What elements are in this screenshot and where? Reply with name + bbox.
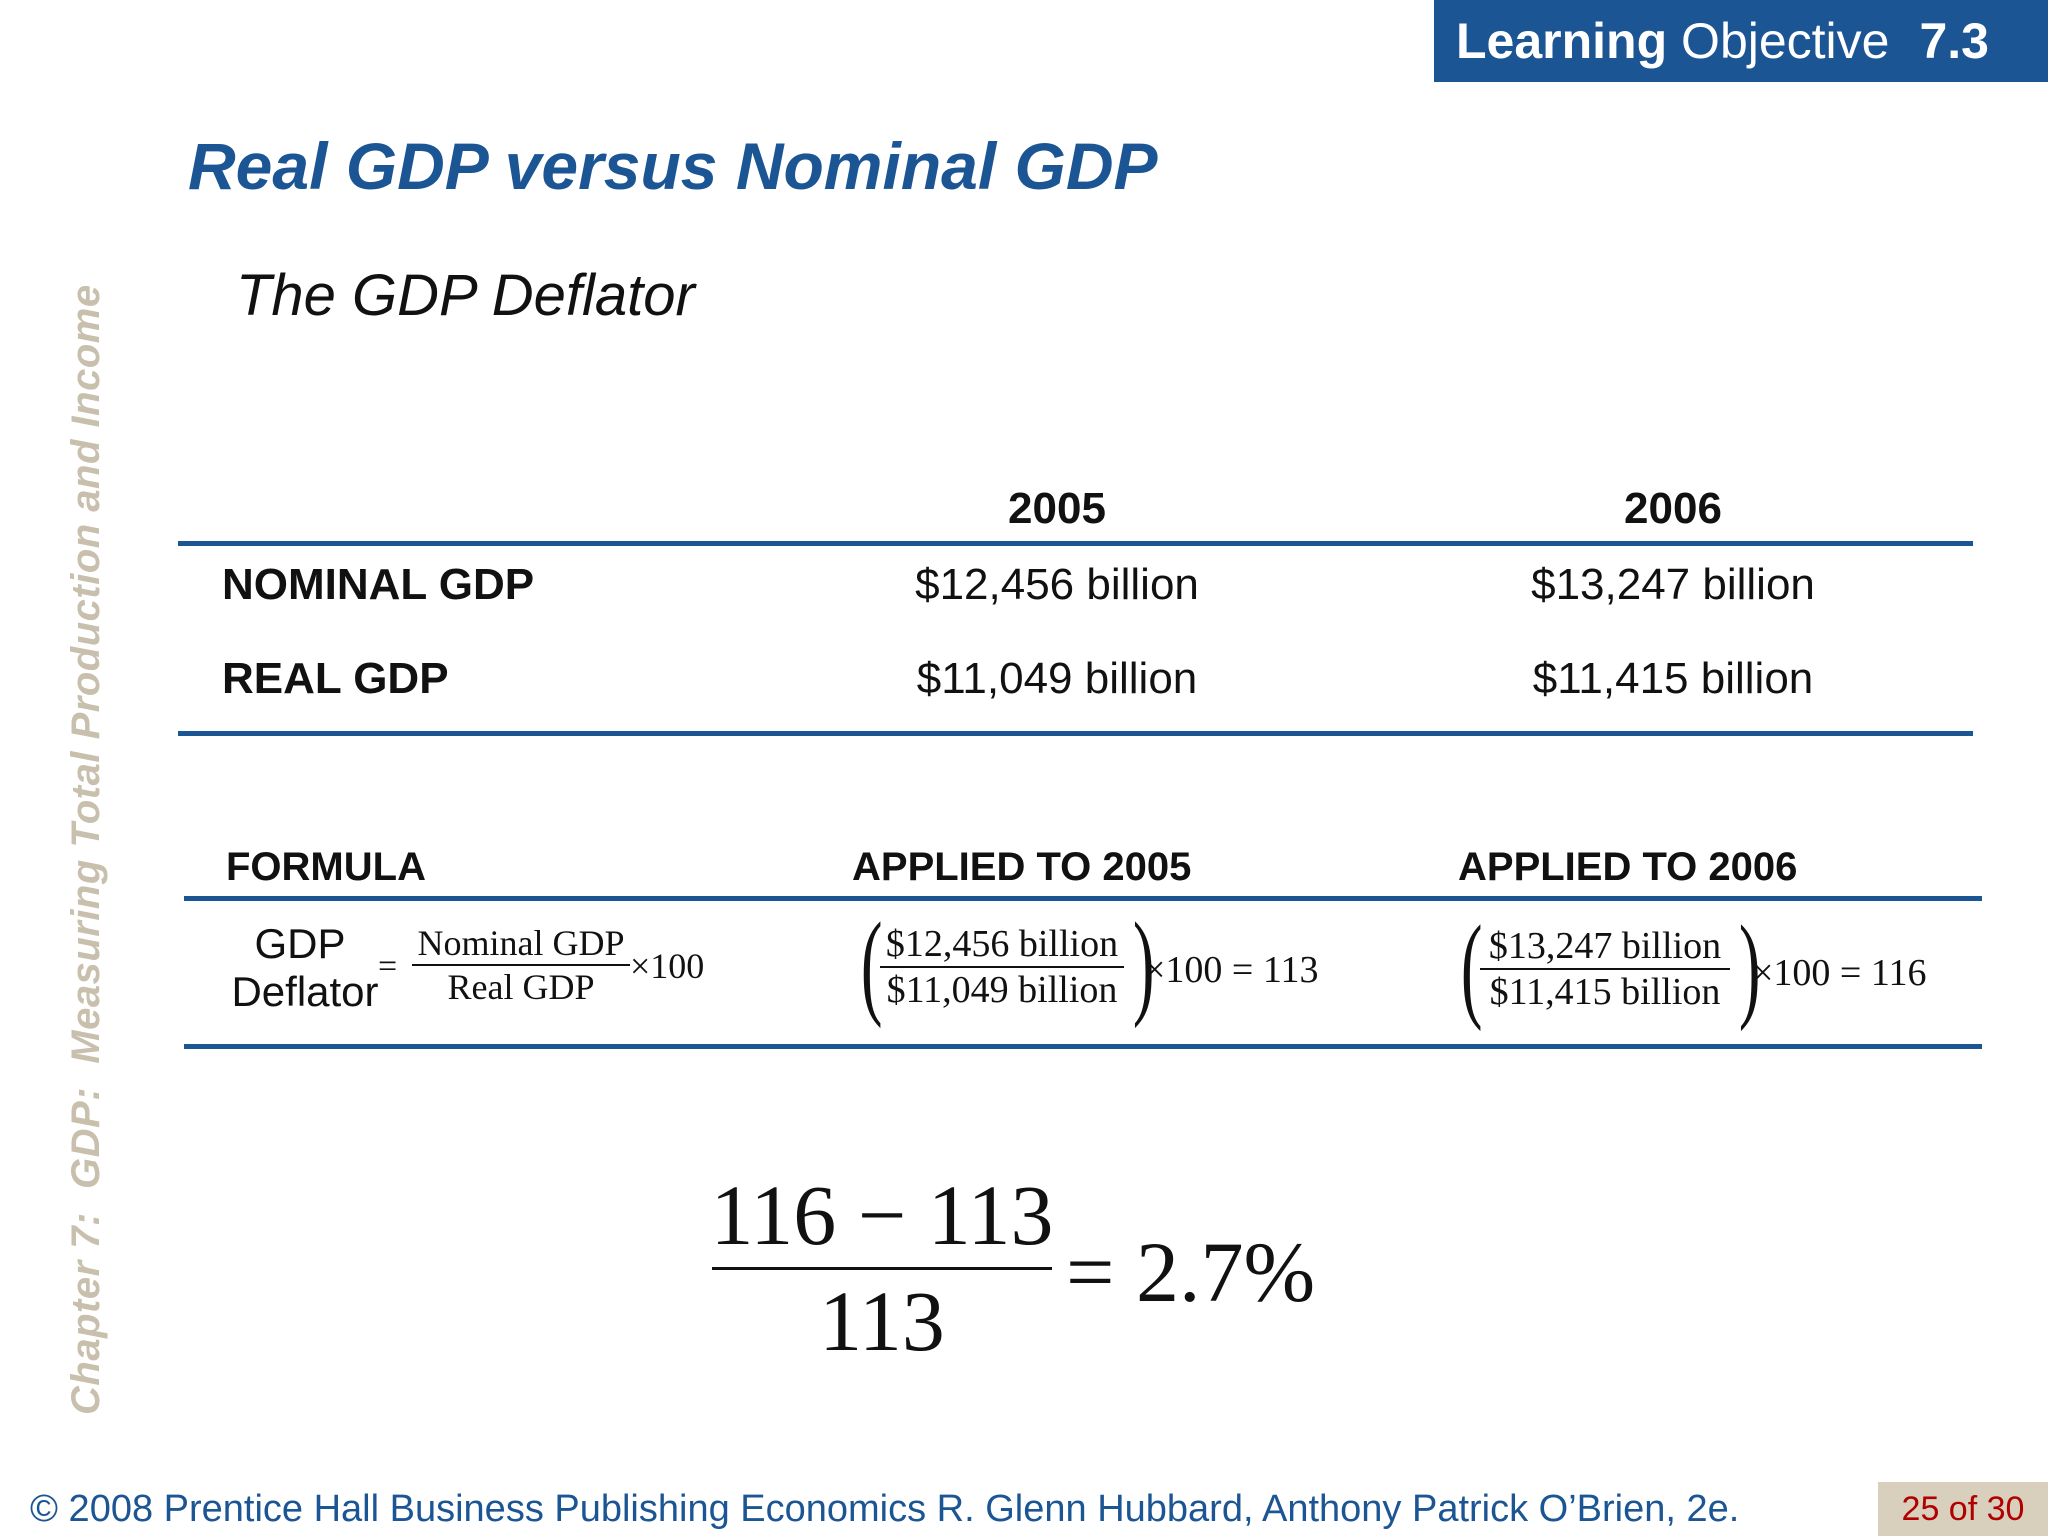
fraction-bar <box>880 966 1124 968</box>
column-header-2006: 2006 <box>1624 484 1722 533</box>
formula-fraction: Nominal GDP Real GDP <box>412 922 630 1008</box>
applied-2005-numerator: $12,456 billion <box>885 923 1119 965</box>
learning-objective-number: 7.3 <box>1919 13 1989 69</box>
chapter-sidebar-text: Chapter 7: GDP: Measuring Total Producti… <box>64 284 108 1415</box>
formula-equals: = <box>378 948 398 985</box>
footer-text: © 2008 Prentice Hall Business Publishing… <box>30 1488 1740 1530</box>
fraction-bar <box>712 1266 1052 1270</box>
nominal-gdp-2006: $13,247 billion <box>1531 560 1815 609</box>
inflation-result: = 2.7% <box>1066 1224 1316 1320</box>
table-bottom-rule <box>178 731 1973 736</box>
header-formula: FORMULA <box>226 845 426 889</box>
formula-times-100: ×100 <box>630 946 705 986</box>
inflation-denominator: 113 <box>819 1272 945 1369</box>
applied-2006-denominator: $11,415 billion <box>1489 971 1721 1013</box>
fraction-bar <box>1480 968 1730 970</box>
slide-title: Real GDP versus Nominal GDP <box>188 129 1158 203</box>
header-applied-2006: APPLIED TO 2006 <box>1458 845 1798 889</box>
applied-2006-result: ×100 = 116 <box>1752 952 1927 994</box>
real-gdp-2006: $11,415 billion <box>1532 654 1814 703</box>
real-gdp-2005: $11,049 billion <box>916 654 1198 703</box>
page-counter: 25 of 30 <box>1878 1482 2048 1536</box>
table-top-rule <box>178 541 1973 546</box>
inflation-numerator: 116 − 113 <box>710 1167 1054 1263</box>
formula-top-rule <box>184 896 1982 901</box>
applied-2006-numerator: $13,247 billion <box>1488 925 1722 967</box>
nominal-gdp-2005: $12,456 billion <box>915 560 1199 609</box>
formula-bottom-rule <box>184 1044 1982 1049</box>
formula-numerator: Nominal GDP <box>417 923 625 963</box>
formula-label-gdp: GDP <box>254 920 346 967</box>
fraction-bar <box>412 964 630 966</box>
applied-2005-denominator: $11,049 billion <box>886 969 1118 1011</box>
column-header-2005: 2005 <box>1008 484 1106 533</box>
header-applied-2005: APPLIED TO 2005 <box>852 845 1192 889</box>
applied-2006-fraction: $13,247 billion $11,415 billion <box>1480 924 1730 1014</box>
paren-close-2005: ) <box>1132 898 1155 1029</box>
row-label-nominal-gdp: NOMINAL GDP <box>222 560 535 609</box>
applied-2005-result: ×100 = 113 <box>1144 949 1319 991</box>
inflation-fraction: 116 − 113 113 <box>710 1167 1054 1369</box>
formula-denominator: Real GDP <box>447 967 595 1007</box>
learning-objective-label-bold: Learning <box>1456 13 1668 69</box>
slide-subtitle: The GDP Deflator <box>236 263 695 328</box>
paren-close-2006: ) <box>1738 901 1761 1032</box>
applied-2005-fraction: $12,456 billion $11,049 billion <box>880 922 1124 1012</box>
learning-objective-label: Objective <box>1681 13 1890 69</box>
row-label-real-gdp: REAL GDP <box>222 654 449 703</box>
paren-open-2005: ( <box>860 898 883 1029</box>
paren-open-2006: ( <box>1460 901 1483 1032</box>
formula-label-deflator: Deflator <box>231 968 379 1015</box>
learning-objective-badge: Learning Objective 7.3 <box>1434 0 2048 82</box>
